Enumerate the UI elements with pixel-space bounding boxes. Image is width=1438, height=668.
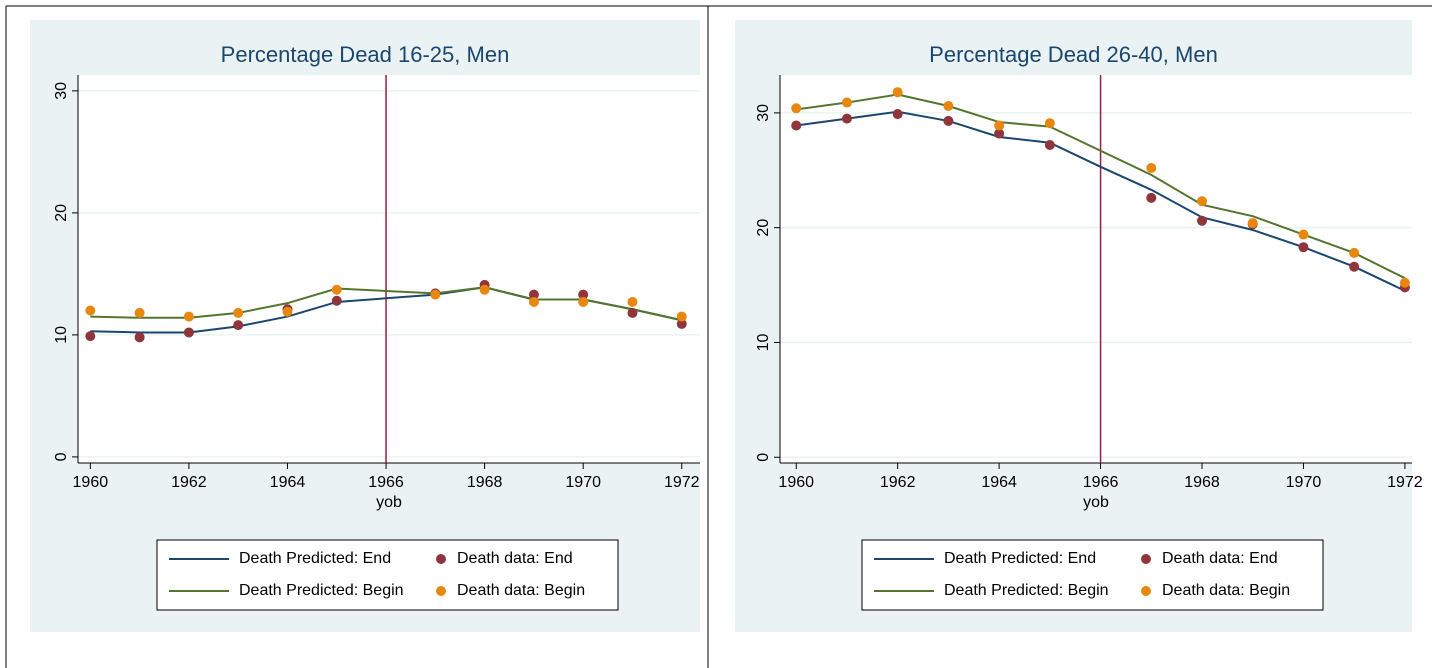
y-tick-label: 10	[53, 326, 70, 344]
data-point	[791, 120, 802, 131]
x-tick-label: 1970	[565, 474, 601, 491]
legend-symbol	[436, 554, 446, 564]
legend	[861, 539, 1324, 611]
legend-label: Death data: End	[457, 550, 573, 567]
x-tick-label: 1962	[171, 474, 207, 491]
legend-label: Death Predicted: Begin	[239, 582, 404, 599]
data-point	[841, 113, 852, 124]
y-tick-label: 20	[755, 219, 772, 237]
data-point	[85, 305, 96, 316]
legend-symbol	[1141, 586, 1151, 596]
data-point	[233, 307, 244, 318]
data-point	[1298, 229, 1309, 240]
data-point	[233, 320, 244, 331]
data-point	[578, 289, 589, 300]
y-tick-label: 10	[755, 333, 772, 351]
chart-title: Percentage Dead 16-25, Men	[221, 42, 510, 67]
legend-label: Death Predicted: End	[239, 550, 391, 567]
legend	[156, 539, 619, 611]
x-axis-label: yob	[376, 494, 402, 511]
x-axis-label: yob	[1083, 494, 1109, 511]
data-point	[1197, 215, 1208, 226]
data-point	[1146, 192, 1157, 203]
data-point	[892, 109, 903, 120]
data-point	[676, 318, 687, 329]
data-point	[1146, 162, 1157, 173]
data-point	[1349, 261, 1360, 272]
plot-area	[78, 75, 700, 463]
legend-label: Death Predicted: Begin	[944, 582, 1109, 599]
x-tick-label: 1972	[1387, 474, 1423, 491]
x-tick-label: 1964	[270, 474, 306, 491]
data-point	[430, 289, 441, 300]
x-tick-label: 1960	[73, 474, 109, 491]
data-point	[627, 307, 638, 318]
data-point	[331, 284, 342, 295]
x-tick-label: 1972	[664, 474, 700, 491]
data-point	[1044, 118, 1055, 129]
data-point	[134, 307, 145, 318]
plot-area	[780, 75, 1412, 463]
data-point	[1349, 247, 1360, 258]
data-point	[1298, 242, 1309, 253]
data-point	[134, 332, 145, 343]
x-tick-label: 1964	[981, 474, 1017, 491]
data-point	[1247, 218, 1258, 229]
data-point	[183, 311, 194, 322]
data-point	[791, 103, 802, 114]
data-point	[578, 296, 589, 307]
x-tick-label: 1962	[880, 474, 916, 491]
data-point	[943, 115, 954, 126]
data-point	[331, 295, 342, 306]
y-tick-label: 0	[53, 452, 70, 461]
data-point	[528, 289, 539, 300]
data-point	[1197, 196, 1208, 207]
y-tick-label: 30	[53, 82, 70, 100]
data-point	[528, 296, 539, 307]
legend-symbol	[1141, 554, 1151, 564]
data-point	[841, 97, 852, 108]
data-point	[627, 296, 638, 307]
data-point	[994, 120, 1005, 131]
legend-label: Death data: End	[1162, 550, 1278, 567]
data-point	[85, 331, 96, 342]
data-point	[479, 284, 490, 295]
y-tick-label: 30	[755, 104, 772, 122]
data-point	[282, 306, 293, 317]
x-tick-label: 1966	[368, 474, 404, 491]
data-point	[943, 100, 954, 111]
chart-title: Percentage Dead 26-40, Men	[929, 42, 1218, 67]
data-point	[994, 128, 1005, 139]
x-tick-label: 1968	[1184, 474, 1220, 491]
data-point	[1399, 277, 1410, 288]
legend-label: Death data: Begin	[457, 582, 585, 599]
x-tick-label: 1966	[1083, 474, 1119, 491]
legend-label: Death Predicted: End	[944, 550, 1096, 567]
x-tick-label: 1968	[467, 474, 503, 491]
data-point	[892, 87, 903, 98]
x-tick-label: 1970	[1286, 474, 1322, 491]
x-tick-label: 1960	[778, 474, 814, 491]
legend-label: Death data: Begin	[1162, 582, 1290, 599]
y-tick-label: 20	[53, 204, 70, 222]
y-tick-label: 0	[755, 453, 772, 462]
legend-symbol	[436, 586, 446, 596]
data-point	[676, 311, 687, 322]
data-point	[1044, 140, 1055, 151]
data-point	[183, 327, 194, 338]
